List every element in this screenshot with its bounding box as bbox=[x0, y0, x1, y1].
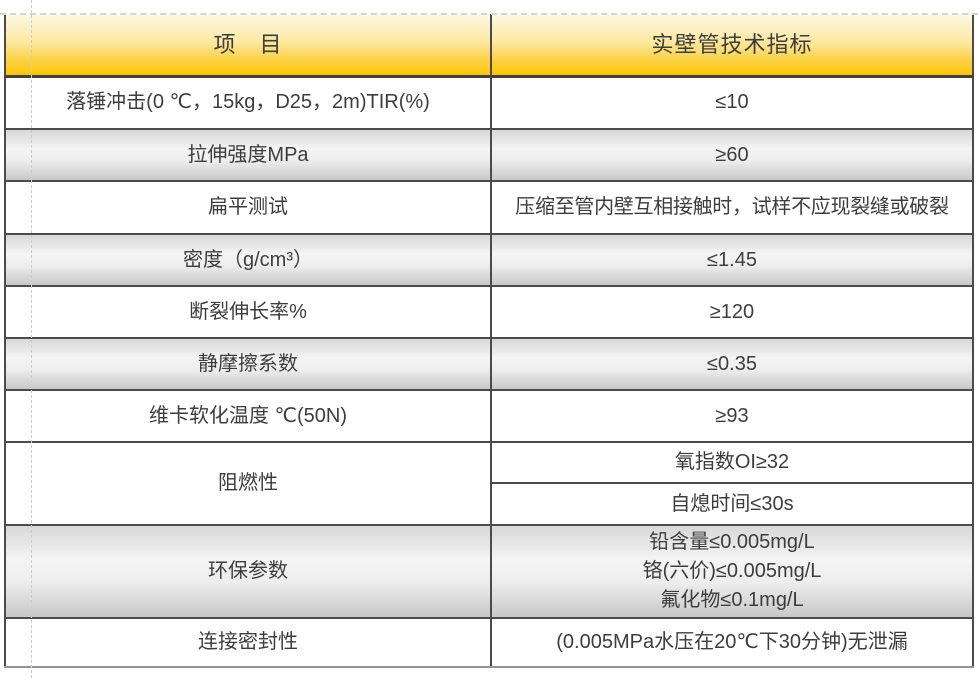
table-header-value: 实壁管技术指标 bbox=[490, 14, 974, 78]
row-item: 扁平测试 bbox=[4, 180, 492, 235]
table-row: 扁平测试 压缩至管内壁互相接触时，试样不应现裂缝或破裂 bbox=[4, 180, 974, 235]
row-value-sub: 氧指数OI≥32 bbox=[490, 441, 974, 484]
row-value-multiline: 铅含量≤0.005mg/L 铬(六价)≤0.005mg/L 氟化物≤0.1mg/… bbox=[490, 524, 974, 619]
row-item: 拉伸强度MPa bbox=[4, 128, 492, 182]
table-header-item: 项 目 bbox=[4, 14, 492, 78]
row-value: ≤0.35 bbox=[490, 337, 974, 391]
table-row: 维卡软化温度 ℃(50N) ≥93 bbox=[4, 389, 974, 443]
table-row: 连接密封性 (0.005MPa水压在20℃下30分钟)无泄漏 bbox=[4, 617, 974, 668]
row-item: 断裂伸长率% bbox=[4, 285, 492, 339]
row-item: 密度（g/cm³） bbox=[4, 233, 492, 287]
row-item: 连接密封性 bbox=[4, 617, 492, 668]
spec-table-grid: 项 目 实壁管技术指标 落锤冲击(0 ℃，15kg，D25，2m)TIR(%) … bbox=[4, 14, 974, 668]
table-row: 密度（g/cm³） ≤1.45 bbox=[4, 233, 974, 287]
horizontal-guide-line bbox=[0, 13, 978, 15]
table-row: 阻燃性 氧指数OI≥32 bbox=[4, 441, 974, 526]
row-item: 阻燃性 bbox=[4, 441, 492, 526]
row-item: 环保参数 bbox=[4, 524, 492, 619]
table-row: 拉伸强度MPa ≥60 bbox=[4, 128, 974, 182]
vertical-guide-line bbox=[31, 0, 32, 678]
row-item: 维卡软化温度 ℃(50N) bbox=[4, 389, 492, 443]
table-row: 环保参数 铅含量≤0.005mg/L 铬(六价)≤0.005mg/L 氟化物≤0… bbox=[4, 524, 974, 619]
row-value: ≥60 bbox=[490, 128, 974, 182]
row-item: 静摩擦系数 bbox=[4, 337, 492, 391]
table-row: 落锤冲击(0 ℃，15kg，D25，2m)TIR(%) ≤10 bbox=[4, 75, 974, 130]
env-line: 氟化物≤0.1mg/L bbox=[660, 589, 804, 611]
row-value: 压缩至管内壁互相接触时，试样不应现裂缝或破裂 bbox=[490, 180, 974, 235]
table-row: 断裂伸长率% ≥120 bbox=[4, 285, 974, 339]
row-value-sub: 自熄时间≤30s bbox=[490, 482, 974, 526]
spec-table: 项 目 实壁管技术指标 落锤冲击(0 ℃，15kg，D25，2m)TIR(%) … bbox=[4, 14, 974, 668]
table-row: 静摩擦系数 ≤0.35 bbox=[4, 337, 974, 391]
row-value: (0.005MPa水压在20℃下30分钟)无泄漏 bbox=[490, 617, 974, 668]
row-value: ≥93 bbox=[490, 389, 974, 443]
row-value: ≤1.45 bbox=[490, 233, 974, 287]
table-subrow: 自熄时间≤30s bbox=[5, 482, 974, 526]
row-item: 落锤冲击(0 ℃，15kg，D25，2m)TIR(%) bbox=[4, 75, 492, 130]
env-line: 铬(六价)≤0.005mg/L bbox=[642, 560, 822, 582]
row-value: ≤10 bbox=[490, 75, 974, 130]
row-value: ≥120 bbox=[490, 285, 974, 339]
table-header-row: 项 目 实壁管技术指标 bbox=[4, 14, 974, 78]
env-line: 铅含量≤0.005mg/L bbox=[649, 531, 815, 553]
